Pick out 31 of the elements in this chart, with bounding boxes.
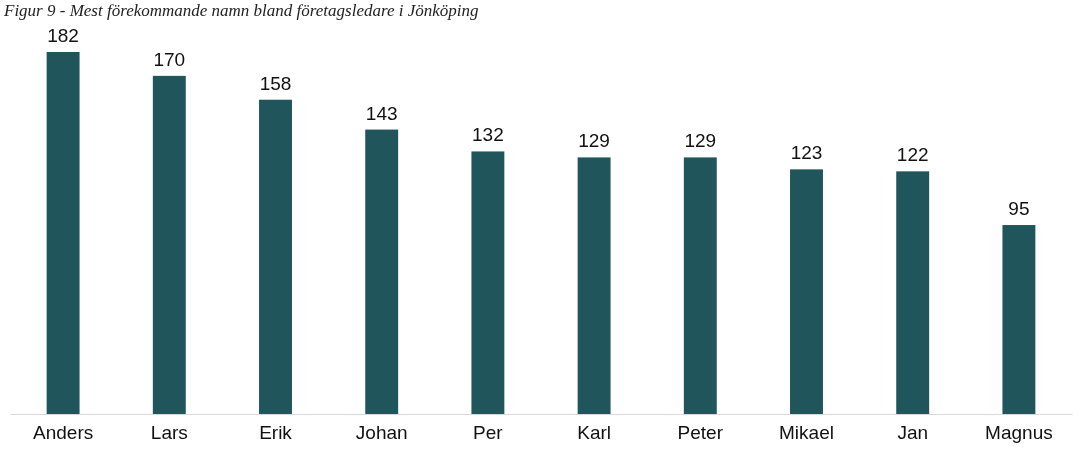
bar: [896, 171, 930, 414]
data-label: 170: [153, 48, 186, 70]
data-label: 143: [365, 102, 398, 124]
x-tick-label: Peter: [677, 422, 724, 444]
x-tick-label: Lars: [150, 422, 188, 444]
data-label: 182: [47, 25, 79, 46]
x-tick-label: Johan: [355, 422, 408, 444]
bar: [46, 52, 80, 414]
data-label: 95: [1008, 198, 1030, 220]
data-label: 122: [896, 144, 929, 166]
bar: [577, 157, 611, 414]
x-tick-label: Magnus: [985, 422, 1053, 444]
data-label: 129: [578, 130, 610, 152]
data-label: 158: [259, 72, 292, 94]
x-tick-label: Per: [473, 422, 504, 444]
bar: [259, 99, 292, 414]
data-label: 129: [684, 130, 717, 152]
bar: [790, 169, 823, 414]
x-tick-label: Mikael: [779, 422, 834, 444]
chart-title: Figur 9 - Mest förekommande namn bland företagsledare i Jönköping: [3, 1, 479, 20]
x-tick-label: Jan: [897, 422, 929, 444]
data-label: 123: [790, 142, 823, 164]
x-tick-label: Anders: [33, 422, 94, 444]
bar: [1002, 225, 1036, 414]
x-tick-label: Erik: [259, 422, 293, 444]
bar: [471, 151, 505, 414]
bar: [365, 129, 399, 414]
bar: [152, 75, 186, 414]
data-label: 132: [472, 124, 504, 146]
bar: [683, 157, 717, 414]
x-tick-label: Karl: [577, 422, 611, 444]
